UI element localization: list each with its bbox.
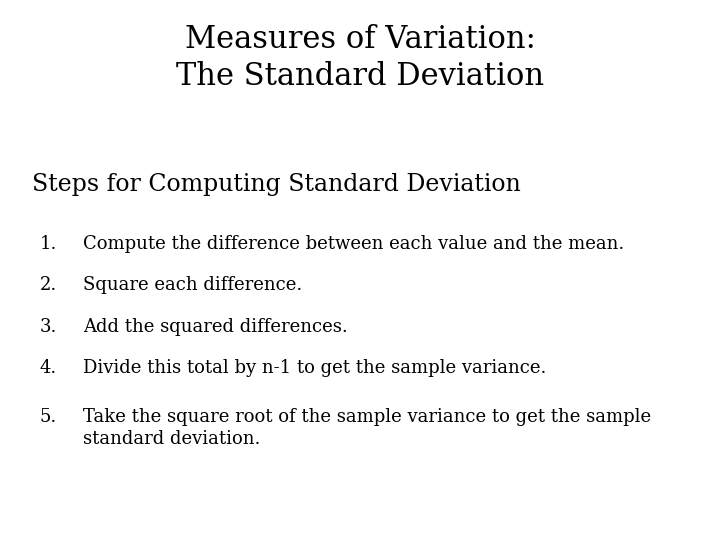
Text: 1.: 1. bbox=[40, 235, 57, 253]
Text: Steps for Computing Standard Deviation: Steps for Computing Standard Deviation bbox=[32, 173, 521, 196]
Text: 3.: 3. bbox=[40, 318, 57, 335]
Text: Add the squared differences.: Add the squared differences. bbox=[83, 318, 348, 335]
Text: 2.: 2. bbox=[40, 276, 57, 294]
Text: 4.: 4. bbox=[40, 359, 57, 376]
Text: 5.: 5. bbox=[40, 408, 57, 426]
Text: Measures of Variation:
The Standard Deviation: Measures of Variation: The Standard Devi… bbox=[176, 24, 544, 92]
Text: Compute the difference between each value and the mean.: Compute the difference between each valu… bbox=[83, 235, 624, 253]
Text: Take the square root of the sample variance to get the sample
standard deviation: Take the square root of the sample varia… bbox=[83, 408, 651, 448]
Text: Divide this total by n-1 to get the sample variance.: Divide this total by n-1 to get the samp… bbox=[83, 359, 546, 376]
Text: Square each difference.: Square each difference. bbox=[83, 276, 302, 294]
